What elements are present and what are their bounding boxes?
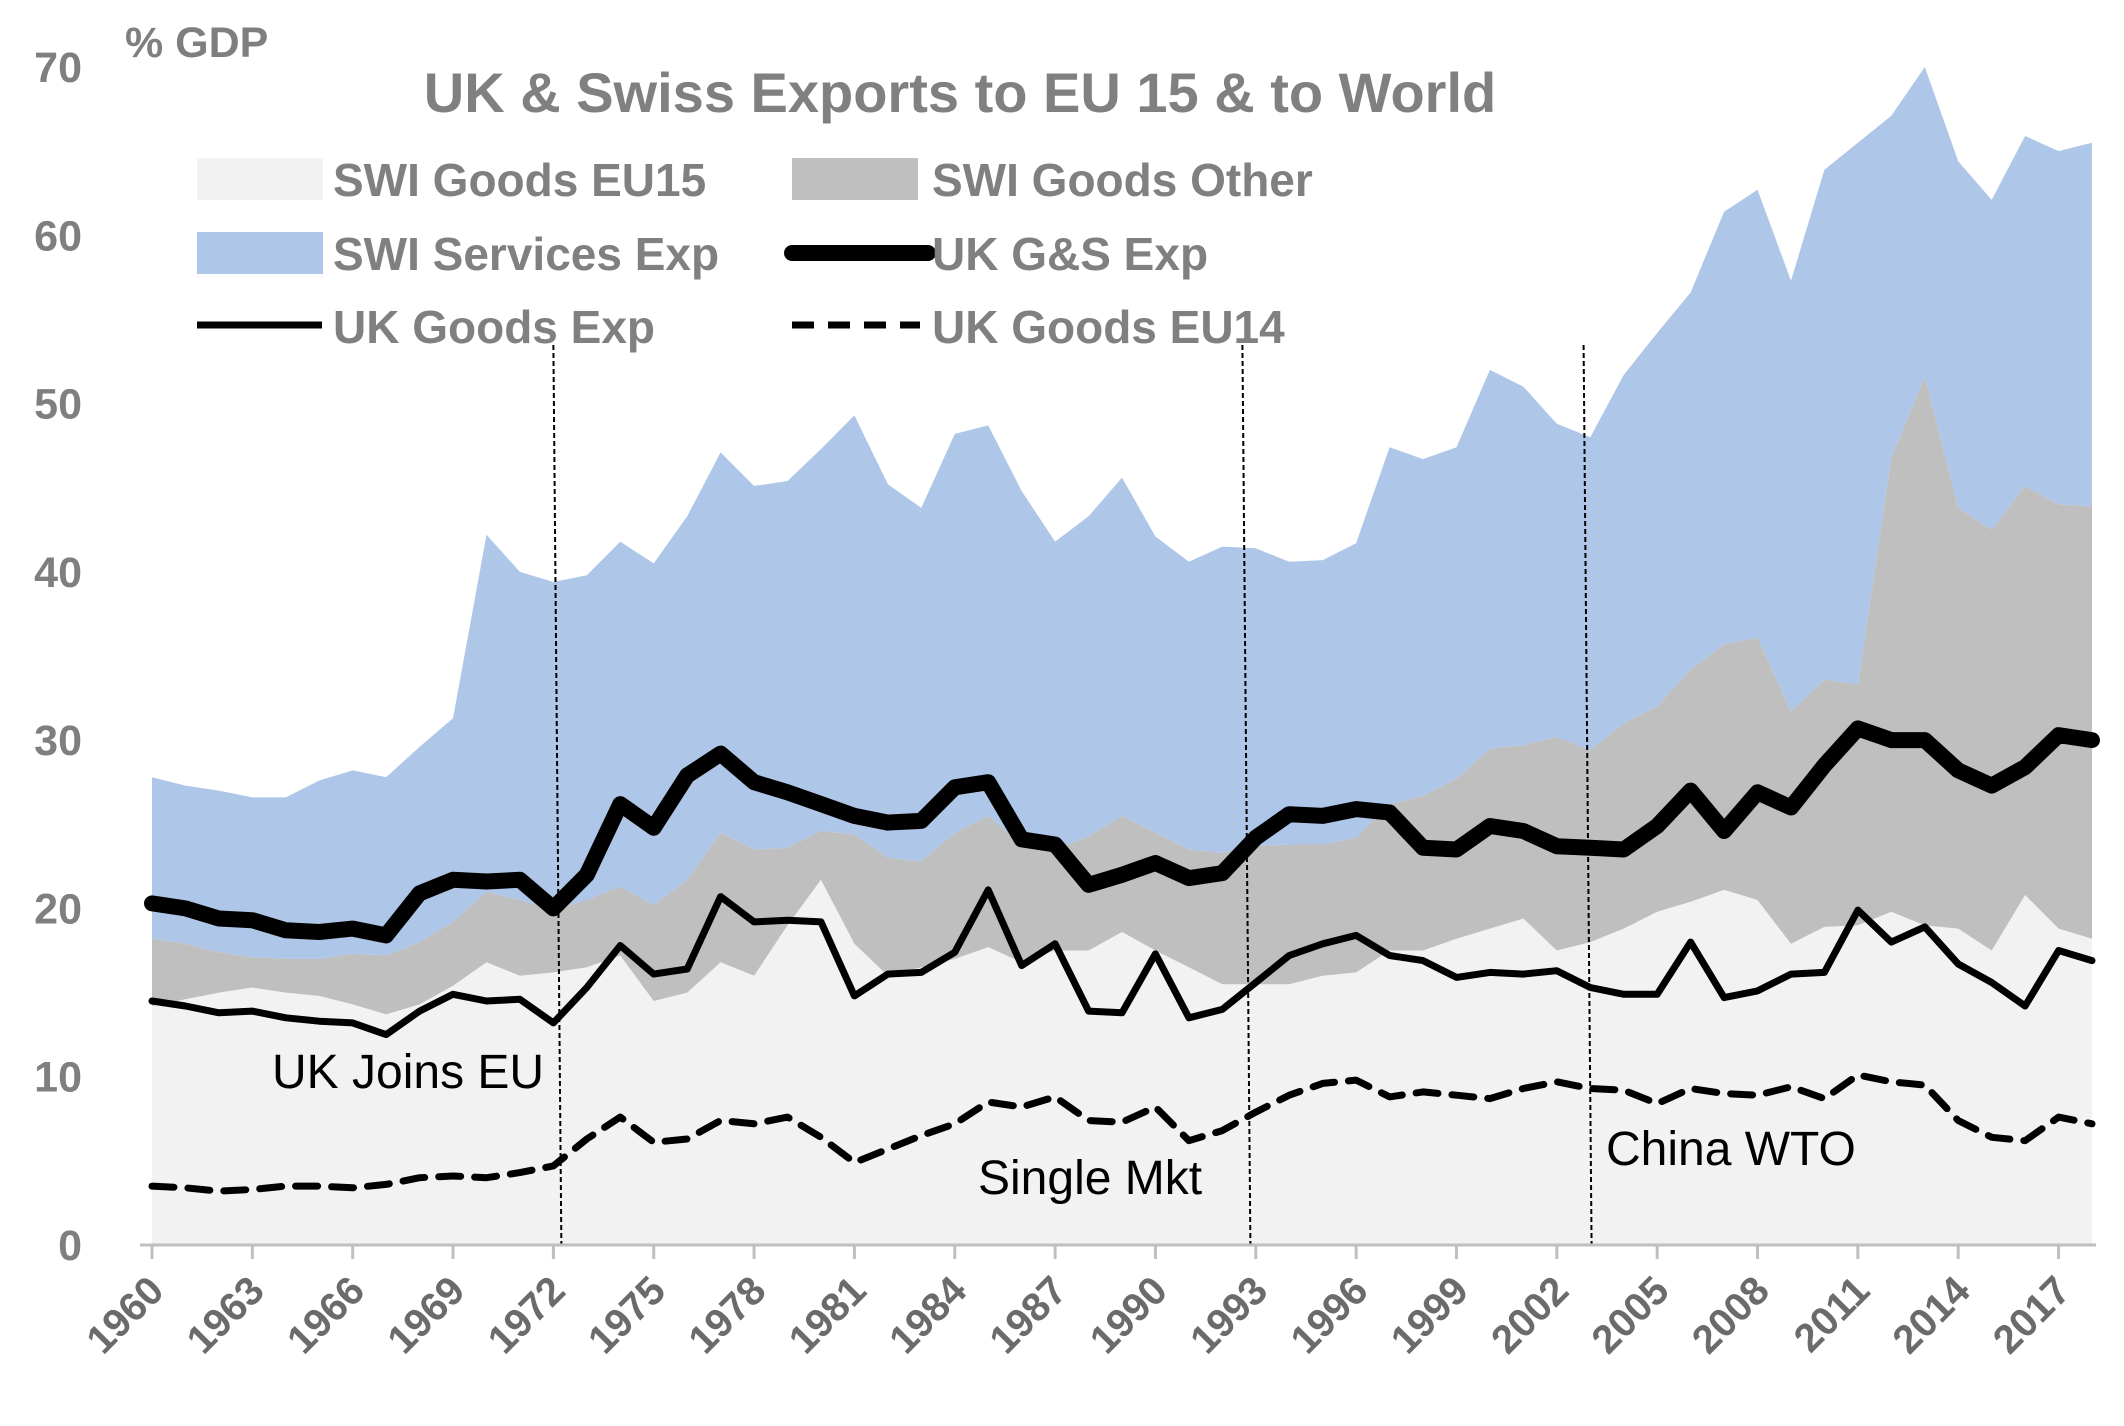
- x-tick-label: 2011: [1786, 1268, 1878, 1360]
- y-tick-label: 60: [34, 212, 82, 260]
- x-tick-label: 1975: [580, 1268, 674, 1362]
- series-lines: [144, 720, 2100, 1195]
- legend-label-uk-goods-exp: UK Goods Exp: [333, 301, 655, 353]
- x-tick-label: 1996: [1282, 1268, 1376, 1362]
- x-tick-label: 2017: [1985, 1268, 2079, 1362]
- annotations: UK Joins EU Single Mkt China WTO: [272, 1046, 1856, 1205]
- x-tick-label: 1978: [680, 1268, 774, 1362]
- x-tick-label: 1987: [981, 1268, 1075, 1362]
- x-tick-label: 1972: [480, 1268, 574, 1362]
- x-tick-label: 1969: [379, 1268, 473, 1362]
- annotation-uk-joins-eu: UK Joins EU: [272, 1046, 544, 1099]
- area-swi-goods-eu15: [152, 879, 2092, 1245]
- x-axis: 1960 1963 1966 1969 1972 1975 1978 1981 1984 1987…: [78, 1245, 2079, 1362]
- x-tick-label: 2008: [1684, 1268, 1778, 1362]
- vline-uk-joins-eu: [552, 344, 563, 1246]
- legend-label-swi-goods-eu15: SWI Goods EU15: [333, 154, 706, 206]
- x-tick-label: 1963: [179, 1268, 273, 1362]
- legend: SWI Goods EU15 SWI Goods Other SWI Servi…: [197, 154, 1313, 353]
- y-tick-label: 30: [34, 717, 82, 765]
- x-tick-label: 1999: [1383, 1268, 1477, 1362]
- y-tick-label: 20: [34, 885, 82, 933]
- y-axis-unit: % GDP: [125, 19, 268, 67]
- line-uk-gs-exp: [144, 720, 2100, 944]
- vline-single-mkt: [1241, 344, 1252, 1246]
- x-tick-label: 1966: [279, 1268, 373, 1362]
- x-tick-label: 2005: [1584, 1268, 1678, 1362]
- area-swi-services-exp: [152, 67, 2092, 959]
- x-tick-label: 1960: [78, 1268, 172, 1362]
- vline-china-wto: [1582, 344, 1593, 1246]
- legend-swatch-swi-goods-other: [792, 158, 918, 200]
- line-uk-goods-exp: [148, 886, 2096, 1039]
- y-tick-label: 10: [34, 1054, 82, 1102]
- legend-swatch-swi-goods-eu15: [197, 158, 323, 200]
- x-tick-label: 1990: [1082, 1268, 1176, 1362]
- y-axis: 0 10 20 30 40 50 60 70: [34, 44, 82, 1270]
- legend-swatch-swi-services-exp: [197, 232, 323, 274]
- x-tick-label: 1993: [1182, 1268, 1276, 1362]
- y-tick-label: 0: [58, 1222, 82, 1270]
- y-tick-label: 50: [34, 381, 82, 429]
- annotation-china-wto: China WTO: [1606, 1123, 1856, 1176]
- chart-title: UK & Swiss Exports to EU 15 & to World: [424, 61, 1496, 124]
- y-tick-label: 70: [34, 44, 82, 92]
- x-tick-label: 2002: [1483, 1268, 1577, 1362]
- x-tick-label: 1981: [781, 1268, 875, 1362]
- annotation-single-mkt: Single Mkt: [978, 1152, 1202, 1205]
- legend-label-uk-gs-exp: UK G&S Exp: [932, 228, 1208, 280]
- legend-label-swi-goods-other: SWI Goods Other: [932, 154, 1313, 206]
- x-tick-label: 2014: [1885, 1268, 1980, 1363]
- legend-label-uk-goods-eu14: UK Goods EU14: [932, 301, 1285, 353]
- line-uk-goods-eu14: [148, 1071, 2096, 1195]
- legend-label-swi-services-exp: SWI Services Exp: [333, 228, 719, 280]
- x-tick-label: 1984: [881, 1268, 976, 1363]
- y-tick-label: 40: [34, 549, 82, 597]
- event-lines: [552, 344, 1593, 1246]
